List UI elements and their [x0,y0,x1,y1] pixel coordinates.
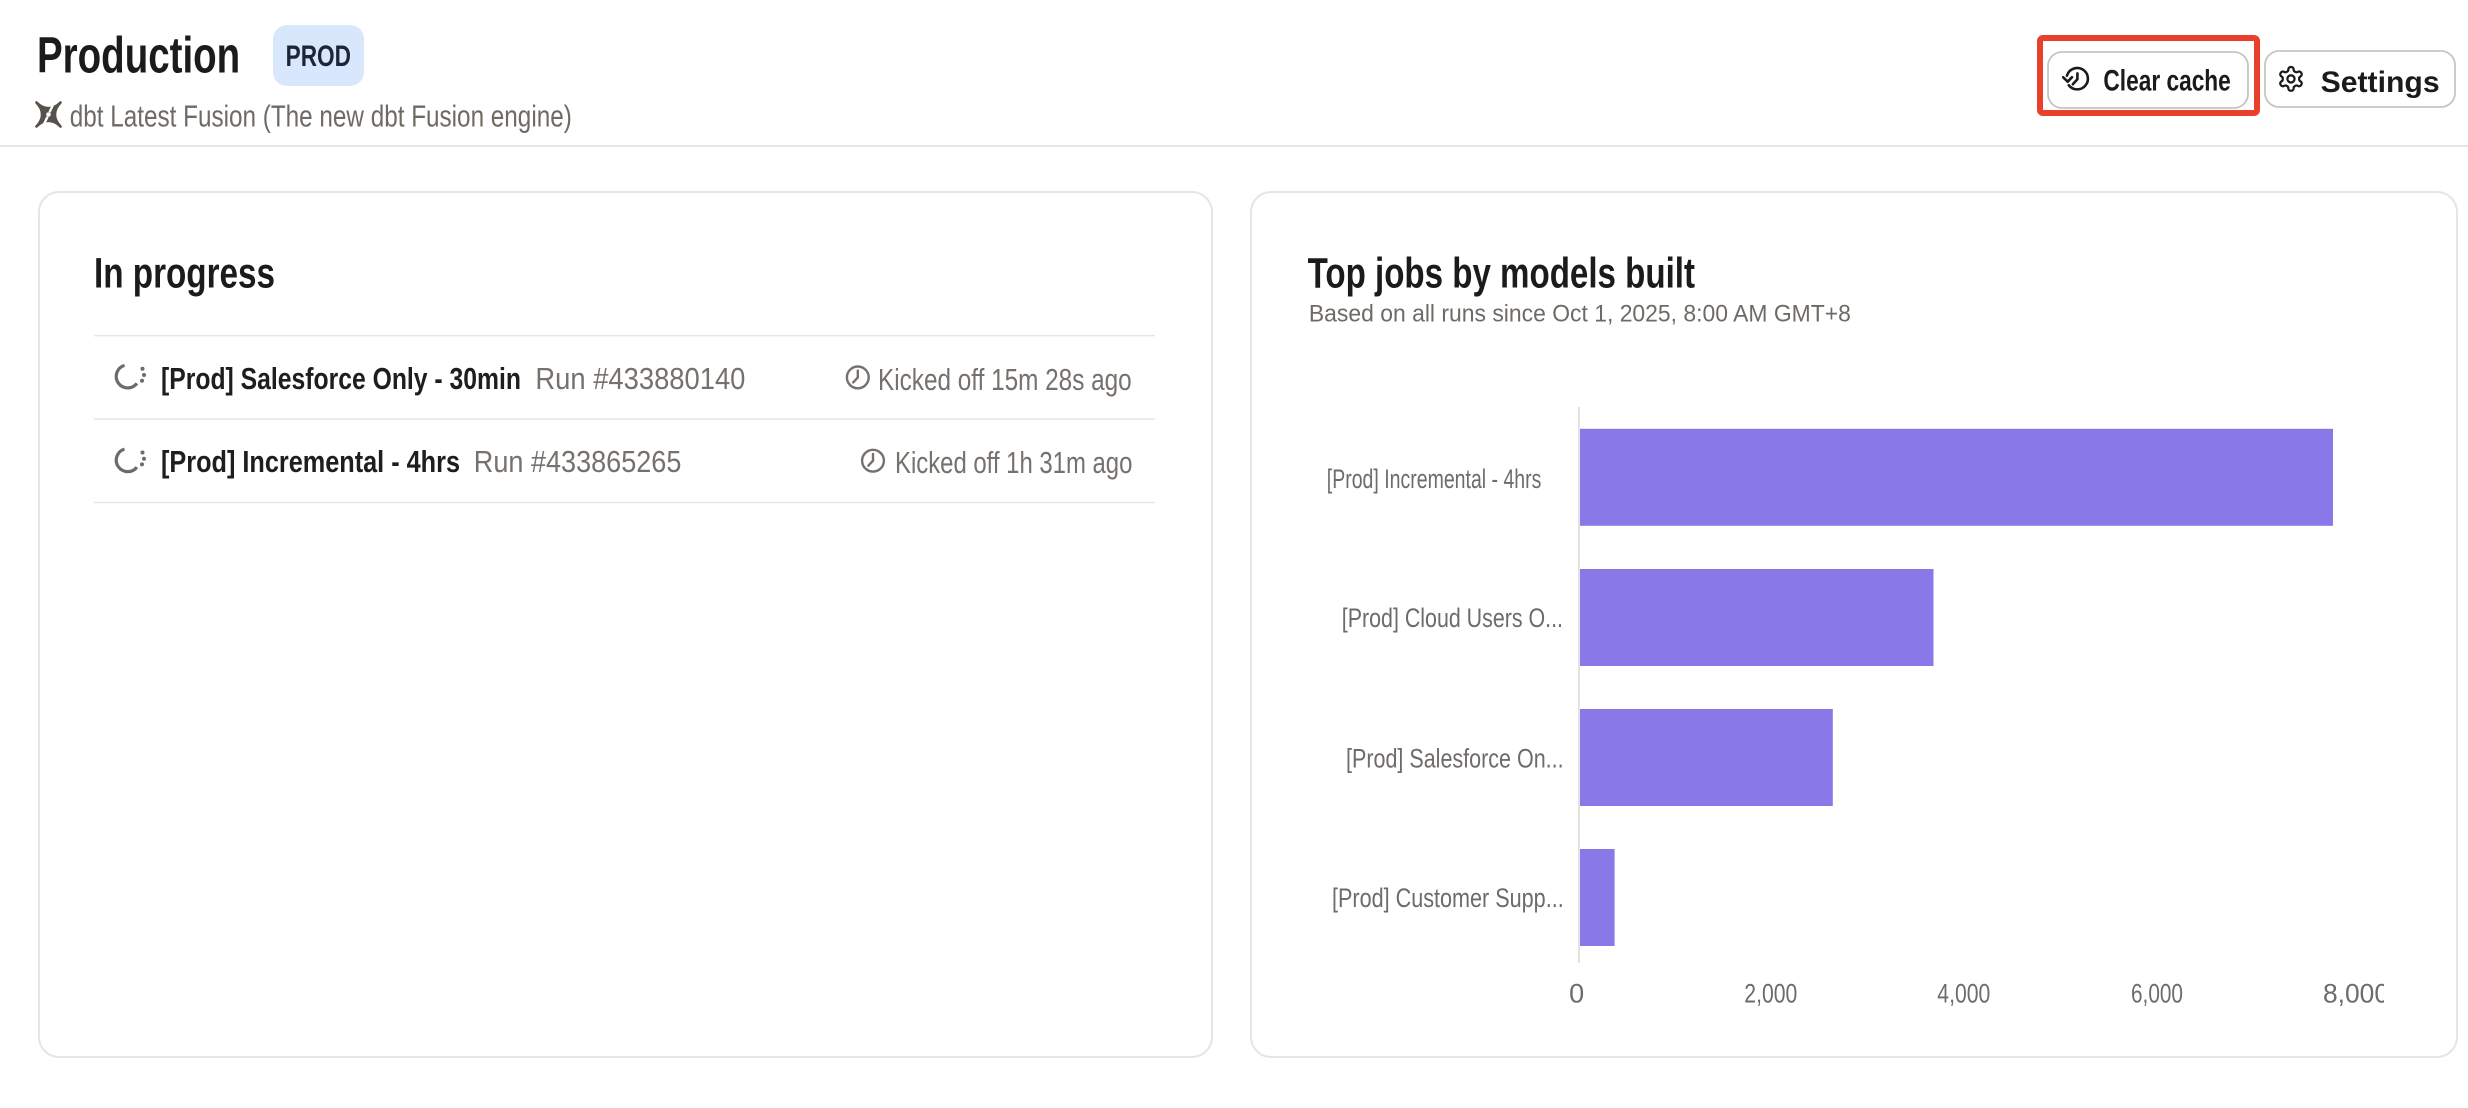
svg-text:0: 0 [1569,978,1584,1008]
svg-text:[Prod] Salesforce Only - 30min: [Prod] Salesforce Only - 30min [161,361,521,396]
svg-text:Top jobs by models built: Top jobs by models built [1308,251,1695,298]
svg-text:Run #433865265: Run #433865265 [474,444,682,479]
svg-text:4,000: 4,000 [1937,978,1990,1008]
svg-text:In progress: In progress [94,251,275,298]
svg-text:Kicked off 15m 28s ago: Kicked off 15m 28s ago [878,362,1132,397]
svg-text:8,000: 8,000 [2323,978,2389,1008]
svg-text:Settings: Settings [2321,66,2440,99]
svg-text:[Prod] Incremental - 4hrs: [Prod] Incremental - 4hrs [1327,464,1542,494]
svg-text:Kicked off 1h 31m ago: Kicked off 1h 31m ago [895,445,1132,480]
svg-text:[Prod] Salesforce On...: [Prod] Salesforce On... [1346,743,1564,773]
svg-text:PROD: PROD [286,40,351,73]
svg-text:[Prod] Customer Supp...: [Prod] Customer Supp... [1332,883,1564,913]
svg-text:Run #433880140: Run #433880140 [535,361,745,396]
svg-text:Clear cache: Clear cache [2103,64,2230,97]
svg-text:[Prod] Incremental - 4hrs: [Prod] Incremental - 4hrs [161,444,460,479]
svg-text:2,000: 2,000 [1744,978,1797,1008]
svg-text:Production: Production [37,27,240,84]
svg-text:dbt Latest Fusion (The new dbt: dbt Latest Fusion (The new dbt Fusion en… [70,99,572,134]
svg-text:[Prod] Cloud Users O...: [Prod] Cloud Users O... [1342,603,1563,633]
svg-text:Based on all runs since Oct 1,: Based on all runs since Oct 1, 2025, 8:0… [1309,301,1851,328]
svg-text:6,000: 6,000 [2131,978,2183,1008]
